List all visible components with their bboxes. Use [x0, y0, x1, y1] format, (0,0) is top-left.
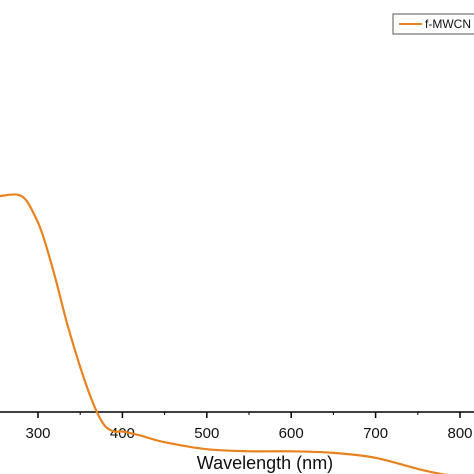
plot-area: 300 400 500 600 700 800 — [0, 193, 474, 474]
legend: f-MWCN — [392, 13, 474, 35]
x-tick-label-300: 300 — [25, 425, 50, 442]
x-tick-label-700: 700 — [363, 425, 388, 442]
series-line-f-mwcn — [0, 193, 449, 474]
x-tick-label-800: 800 — [447, 425, 472, 442]
legend-label-f-mwcn: f-MWCN — [425, 17, 471, 31]
legend-box — [392, 13, 474, 35]
x-tick-label-400: 400 — [110, 425, 135, 442]
x-axis-title: Wavelength (nm) — [197, 453, 333, 473]
x-tick-label-500: 500 — [194, 425, 219, 442]
x-axis-ticks: 300 400 500 600 700 800 — [25, 412, 473, 442]
series-layer — [0, 193, 449, 474]
x-tick-label-600: 600 — [279, 425, 304, 442]
